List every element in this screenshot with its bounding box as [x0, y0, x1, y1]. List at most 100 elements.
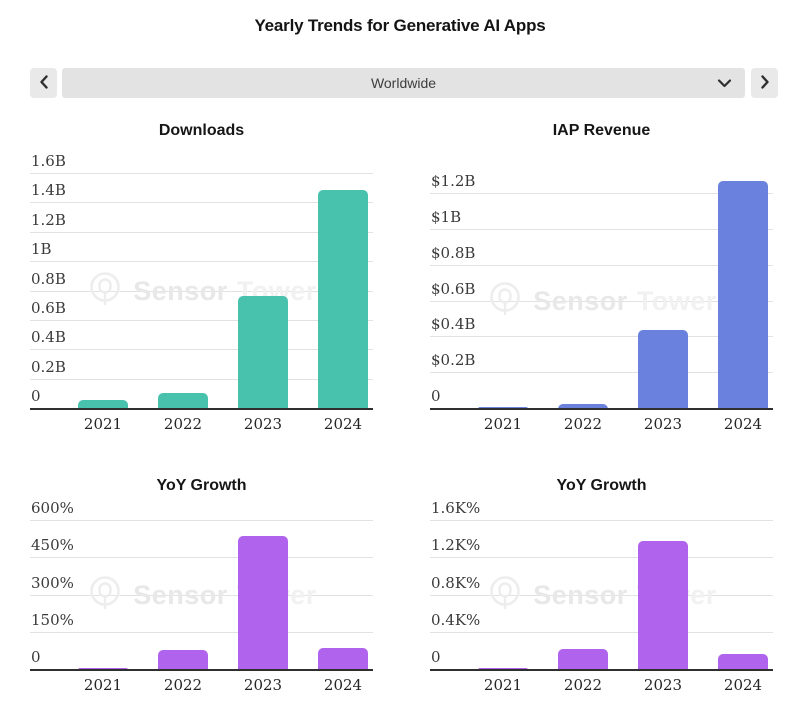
x-axis-tick-label: 2023	[243, 676, 283, 694]
y-axis-tick-label: 0.2B	[31, 357, 66, 376]
watermark-brand-first: Sensor	[133, 276, 228, 306]
region-select[interactable]: Worldwide	[62, 68, 745, 98]
gridline	[30, 261, 373, 263]
y-axis-tick-label: 0	[31, 648, 41, 666]
y-axis-tick-label: 0	[31, 387, 41, 405]
sensor-tower-logo-icon	[486, 280, 524, 323]
y-axis-tick-label: 0	[431, 387, 441, 405]
gridline	[430, 336, 773, 338]
gridline	[430, 594, 773, 596]
gridline	[430, 372, 773, 374]
y-axis-tick-label: 300%	[31, 573, 74, 592]
y-axis-tick-label: 600%	[31, 499, 74, 517]
downloads-chart: Downloads 1.6B 1.4B 1.2B 1B 0.8B 0.6B 0.4B 0.2B…	[0, 115, 400, 445]
yoy-growth-revenue-chart: YoY Growth 1.6K% 1.2K% 0.8K% 0.4K% 0SensorTo…	[400, 470, 800, 709]
gridline	[430, 228, 773, 230]
x-axis-tick-label: 2023	[643, 676, 683, 694]
next-region-button[interactable]	[751, 68, 778, 98]
y-axis-tick-label: 1B	[31, 240, 52, 259]
gridline	[30, 173, 373, 174]
gridline	[430, 631, 773, 633]
y-axis-tick-label: 0	[431, 648, 441, 666]
y-axis-tick-label: 0.4B	[31, 328, 66, 347]
x-axis-tick-label: 2024	[323, 676, 363, 694]
y-axis-tick-label: $0.8B	[431, 243, 476, 262]
bar-2021	[78, 400, 128, 409]
y-axis-tick-label: 1.2K%	[431, 536, 481, 555]
x-axis-tick-label: 2021	[483, 676, 523, 694]
x-axis-tick-label: 2022	[563, 676, 603, 694]
sensor-tower-logo-icon	[486, 574, 524, 617]
bar-2023	[238, 535, 288, 670]
gridline	[30, 594, 373, 596]
gridline	[30, 520, 373, 521]
y-axis-tick-label: 1.6B	[31, 152, 66, 170]
gridline	[430, 193, 773, 194]
gridline	[430, 300, 773, 302]
x-axis-tick-label: 2021	[483, 415, 523, 433]
chevron-right-icon	[760, 74, 770, 92]
y-axis-tick-label: 1.6K%	[431, 499, 481, 517]
gridline	[30, 319, 373, 321]
gridline	[430, 264, 773, 266]
x-axis-tick-label: 2021	[83, 676, 123, 694]
bar-2022	[158, 650, 208, 670]
x-axis-tick-label: 2024	[323, 415, 363, 433]
bar-2024	[318, 190, 368, 409]
bar-2022	[558, 403, 608, 409]
gridline	[30, 378, 373, 380]
region-select-value: Worldwide	[370, 75, 437, 91]
y-axis-tick-label: 0.6B	[31, 298, 66, 317]
y-axis-tick-label: 0.4K%	[431, 610, 481, 629]
watermark-brand-first: Sensor	[533, 580, 628, 610]
chart-title: YoY Growth	[556, 477, 647, 494]
y-axis-tick-label: 0.8B	[31, 269, 66, 288]
y-axis-tick-label: 450%	[31, 536, 74, 555]
chart-title: Downloads	[158, 122, 245, 139]
x-axis-line	[30, 408, 373, 410]
chevron-down-icon	[717, 76, 732, 95]
previous-region-button[interactable]	[30, 68, 57, 98]
chart-title: YoY Growth	[156, 477, 247, 494]
sensor-tower-logo-icon	[86, 270, 124, 313]
gridline	[30, 202, 373, 204]
x-axis-tick-label: 2021	[83, 415, 123, 433]
y-axis-tick-label: 1.4B	[31, 181, 66, 200]
y-axis-tick-label: $0.6B	[431, 279, 476, 298]
x-axis-tick-label: 2022	[163, 676, 203, 694]
x-axis-line	[430, 408, 773, 410]
gridline	[30, 349, 373, 351]
gridline	[430, 520, 773, 521]
bar-2024	[318, 647, 368, 670]
gridline	[30, 557, 373, 559]
gridline	[30, 631, 373, 633]
chart-plot-area: 600%450%300%150%0SensorTower202120222023…	[30, 501, 373, 693]
bar-2024	[718, 181, 768, 409]
y-axis-tick-label: 0.8K%	[431, 573, 481, 592]
bar-2022	[158, 392, 208, 409]
watermark-brand-first: Sensor	[533, 286, 628, 316]
y-axis-tick-label: $0.4B	[431, 315, 476, 334]
x-axis-line	[430, 669, 773, 671]
watermark-brand-second: Tower	[636, 286, 717, 316]
bar-2022	[558, 649, 608, 670]
y-axis-tick-label: $0.2B	[431, 351, 476, 370]
y-axis-tick-label: $1.2B	[431, 172, 476, 190]
watermark-brand-first: Sensor	[133, 580, 228, 610]
x-axis-tick-label: 2022	[163, 415, 203, 433]
iap-revenue-chart: IAP Revenue $1.2B $1B $0.8B $0.6B $0.4B $0.2B…	[400, 115, 800, 445]
gridline	[30, 290, 373, 292]
chevron-left-icon	[39, 74, 49, 92]
x-axis-tick-label: 2024	[723, 415, 763, 433]
x-axis-tick-label: 2023	[243, 415, 283, 433]
y-axis-tick-label: 150%	[31, 610, 74, 629]
yoy-growth-downloads-chart: YoY Growth 600%450%300%150%0SensorTower2…	[0, 470, 400, 709]
bar-2023	[638, 540, 688, 670]
bar-2023	[638, 330, 688, 409]
gridline	[430, 557, 773, 559]
chart-title: IAP Revenue	[552, 122, 651, 139]
x-axis-tick-label: 2022	[563, 415, 603, 433]
bar-2023	[238, 295, 288, 409]
